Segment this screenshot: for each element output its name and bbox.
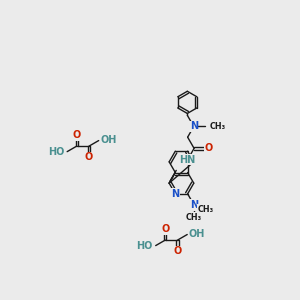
Text: HO: HO <box>48 147 64 158</box>
Text: O: O <box>205 143 213 153</box>
Text: N: N <box>190 200 198 210</box>
Text: N: N <box>190 122 198 131</box>
Text: N: N <box>171 189 179 199</box>
Text: OH: OH <box>189 229 205 239</box>
Text: HO: HO <box>136 242 153 251</box>
Text: O: O <box>173 246 182 256</box>
Text: HN: HN <box>179 154 196 165</box>
Text: O: O <box>161 224 170 234</box>
Text: CH₃: CH₃ <box>209 122 226 131</box>
Text: CH₃: CH₃ <box>198 205 214 214</box>
Text: O: O <box>85 152 93 162</box>
Text: OH: OH <box>100 135 117 145</box>
Text: O: O <box>73 130 81 140</box>
Text: CH₃: CH₃ <box>186 213 202 222</box>
